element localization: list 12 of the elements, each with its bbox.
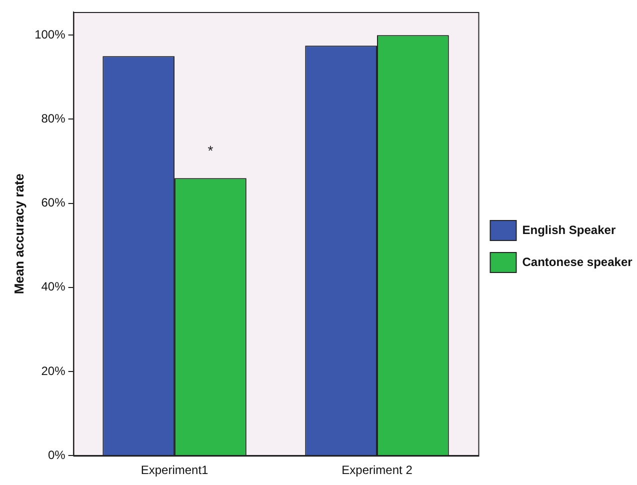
- y-tick-label: 80%: [41, 112, 66, 126]
- x-tick-label: Experiment 2: [342, 463, 413, 478]
- y-tick-label: 40%: [41, 280, 66, 294]
- y-tick-label: 100%: [34, 27, 66, 42]
- y-tick-label: 0%: [48, 448, 66, 462]
- legend-label: Cantonese speaker: [522, 254, 633, 269]
- y-tick-label: 60%: [41, 196, 66, 210]
- annotation: *: [208, 142, 214, 159]
- y-axis-title: Mean accuracy rate: [11, 173, 26, 294]
- y-tick-label: 20%: [41, 364, 66, 378]
- legend-label: English Speaker: [522, 222, 616, 237]
- x-tick-label: Experiment1: [140, 463, 209, 478]
